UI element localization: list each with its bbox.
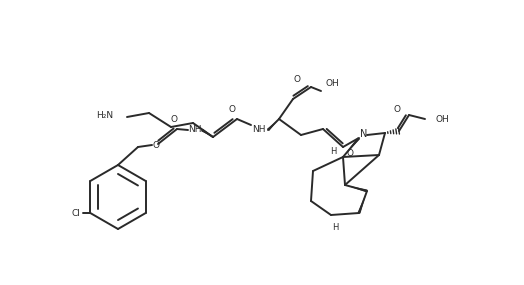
Text: O: O — [152, 141, 159, 150]
Polygon shape — [357, 191, 367, 213]
Text: H₂N: H₂N — [96, 111, 113, 121]
Text: NH: NH — [188, 125, 202, 133]
Polygon shape — [201, 129, 213, 137]
Text: O: O — [394, 105, 400, 113]
Polygon shape — [343, 137, 360, 157]
Text: O: O — [346, 148, 354, 158]
Text: O: O — [170, 115, 178, 125]
Text: H: H — [330, 146, 336, 156]
Text: NH: NH — [252, 125, 266, 133]
Text: OH: OH — [325, 80, 339, 89]
Text: OH: OH — [435, 115, 449, 125]
Text: O: O — [293, 74, 300, 84]
Polygon shape — [345, 185, 367, 192]
Text: Cl: Cl — [71, 209, 80, 217]
Polygon shape — [267, 119, 279, 131]
Text: O: O — [228, 105, 235, 113]
Text: N: N — [361, 129, 368, 139]
Text: H: H — [332, 223, 338, 231]
